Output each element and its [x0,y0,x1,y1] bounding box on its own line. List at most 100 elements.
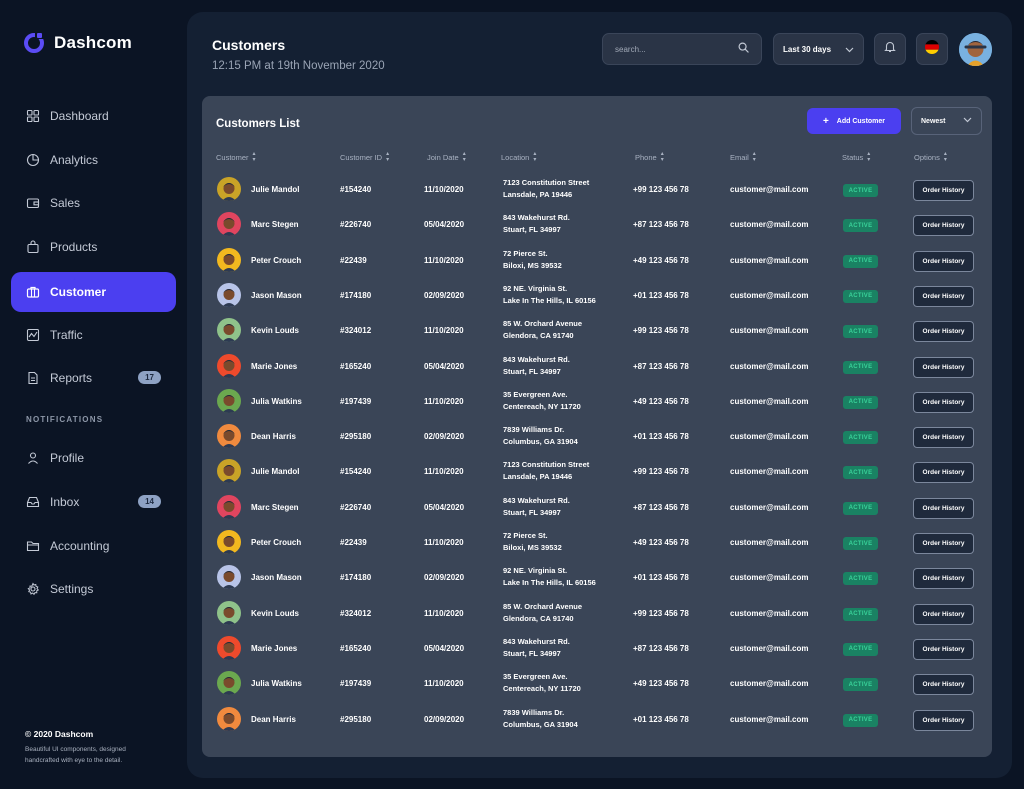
sort-icon: ▴ ▾ [462,151,466,163]
location-line1: 85 W. Orchard Avenue [503,601,583,611]
customer-name: Marc Stegen [251,502,299,512]
table-row[interactable]: Marc Stegen #226740 05/04/2020 843 Wakehurs… [202,208,992,243]
order-history-button[interactable]: Order History [913,391,974,413]
add-customer-button[interactable]: + Add Customer [807,108,901,134]
notifications-section-label: NOTIFICATIONS [26,415,104,424]
sidebar-item-accounting[interactable]: Accounting [11,526,176,566]
sidebar-item-reports[interactable]: Reports 17 [11,358,176,398]
table-row[interactable]: Dean Harris #295180 02/09/2020 7839 William… [202,420,992,455]
order-history-button[interactable]: Order History [913,285,974,307]
order-history-button[interactable]: Order History [913,638,974,660]
sidebar-item-inbox[interactable]: Inbox 14 [11,482,176,522]
column-header-join-date[interactable]: Join Date ▴ ▾ [427,151,466,163]
user-avatar[interactable] [959,33,992,66]
order-history-button[interactable]: Order History [913,321,974,343]
sidebar-item-products[interactable]: Products [11,227,176,267]
sidebar-item-profile[interactable]: Profile [11,438,176,478]
order-history-button[interactable]: Order History [913,603,974,625]
table-row[interactable]: Peter Crouch #22439 11/10/2020 72 Pierce St… [202,244,992,279]
column-header-customer[interactable]: Customer ▴ ▾ [216,151,256,163]
brand-logo[interactable]: Dashcom [23,32,132,54]
date-range-select[interactable]: Last 30 days [773,33,864,65]
table-row[interactable]: Julie Mandol #154240 11/10/2020 7123 Consti… [202,455,992,490]
order-history-button[interactable]: Order History [913,356,974,378]
column-header-phone[interactable]: Phone ▴ ▾ [635,151,664,163]
language-button[interactable] [916,33,948,65]
table-row[interactable]: Julia Watkins #197439 11/10/2020 35 Evergre… [202,385,992,420]
search-icon[interactable] [738,40,749,58]
order-history-button[interactable]: Order History [913,497,974,519]
add-customer-label: Add Customer [836,117,886,125]
table-row[interactable]: Marie Jones #165240 05/04/2020 843 Wakehurs… [202,350,992,385]
location-line2: Biloxi, MS 39532 [503,543,562,552]
wallet-icon [26,196,40,210]
table-row[interactable]: Julie Mandol #154240 11/10/2020 7123 Consti… [202,173,992,208]
sidebar-item-traffic[interactable]: Traffic [11,315,176,355]
location-line1: 843 Wakehurst Rd. [503,354,570,364]
table-row[interactable]: Peter Crouch #22439 11/10/2020 72 Pierce St… [202,526,992,561]
table-row[interactable]: Marie Jones #165240 05/04/2020 843 Wakehurs… [202,632,992,667]
sidebar-item-settings[interactable]: Settings [11,569,176,609]
order-history-button[interactable]: Order History [913,709,974,731]
order-history-button[interactable]: Order History [913,250,974,272]
sort-icon: ▴ ▾ [252,151,256,163]
order-history-button[interactable]: Order History [913,568,974,590]
sidebar-item-sales[interactable]: Sales [11,183,176,223]
location-line2: Lansdale, PA 19446 [503,472,573,482]
join-date: 11/10/2020 [424,679,464,689]
customer-avatar [217,459,241,484]
status-badge: ACTIVE [843,289,878,303]
location-line2: Centereach, NY 11720 [503,401,581,411]
order-history-button[interactable]: Order History [913,180,974,201]
column-header-email[interactable]: Email ▴ ▾ [730,151,756,163]
sidebar-item-analytics[interactable]: Analytics [11,140,176,180]
notifications-button[interactable] [874,33,906,65]
join-date: 11/10/2020 [424,326,464,336]
email: customer@mail.com [730,573,809,583]
customer-id: #324012 [340,326,372,336]
email: customer@mail.com [730,432,809,442]
sidebar-item-label: Dashboard [50,109,109,123]
activity-icon [26,328,40,342]
column-header-status[interactable]: Status ▴ ▾ [842,151,870,163]
column-header-label: Status [842,152,864,162]
sidebar-item-customer[interactable]: Customer [11,272,176,312]
customer-name: Kevin Louds [251,608,300,618]
status-badge: ACTIVE [843,360,878,374]
search-input[interactable]: search... [602,33,762,65]
column-header-location[interactable]: Location ▴ ▾ [501,151,536,163]
table-row[interactable]: Jason Mason #174180 02/09/2020 92 NE. Virgi… [202,561,992,596]
table-row[interactable]: Kevin Louds #324012 11/10/2020 85 W. Orchar… [202,314,992,349]
date-range-label: Last 30 days [783,44,832,54]
order-history-button[interactable]: Order History [913,674,974,696]
table-row[interactable]: Kevin Louds #324012 11/10/2020 85 W. Orchar… [202,597,992,632]
table-row[interactable]: Julia Watkins #197439 11/10/2020 35 Evergre… [202,667,992,702]
table-row[interactable]: Marc Stegen #226740 05/04/2020 843 Wakehurs… [202,491,992,526]
location-line1: 7123 Constitution Street [503,178,590,187]
sort-select[interactable]: Newest [911,107,982,135]
column-header-label: Customer [216,152,249,162]
chevron-down-icon [963,117,972,125]
location-line2: Stuart, FL 34997 [503,507,561,517]
column-header-customer-id[interactable]: Customer ID ▴ ▾ [340,151,389,163]
customer-id: #226740 [340,220,372,230]
sidebar-item-label: Analytics [50,153,99,167]
order-history-button[interactable]: Order History [913,462,974,484]
customer-avatar [217,247,241,272]
order-history-button[interactable]: Order History [913,533,974,554]
location-line2: Lake In The Hills, IL 60156 [503,578,596,588]
location-line1: 35 Evergreen Ave. [503,672,568,682]
customer-avatar [217,600,241,625]
join-date: 11/10/2020 [424,255,464,265]
column-header-options[interactable]: Options ▴ ▾ [914,151,947,163]
table-row[interactable]: Dean Harris #295180 02/09/2020 7839 William… [202,703,992,738]
order-history-button[interactable]: Order History [913,215,974,237]
status-badge: ACTIVE [843,395,878,409]
sidebar-item-dashboard[interactable]: Dashboard [11,96,176,136]
table-row[interactable]: Jason Mason #174180 02/09/2020 92 NE. Virgi… [202,279,992,314]
customer-id: #197439 [340,679,372,689]
location-line1: 843 Wakehurst Rd. [503,213,570,223]
location: 7839 Williams Dr. Columbus, GA 31904 [503,424,578,448]
status-badge: ACTIVE [843,713,878,727]
order-history-button[interactable]: Order History [913,427,974,449]
